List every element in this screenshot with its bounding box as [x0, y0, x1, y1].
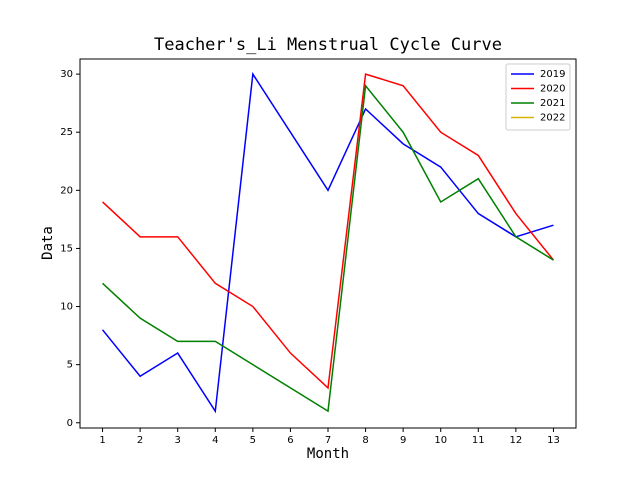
x-tick-label: 10 [434, 435, 447, 446]
x-tick-label: 13 [547, 435, 560, 446]
y-tick-label: 20 [60, 185, 73, 196]
x-axis-label: Month [307, 446, 349, 462]
x-tick-label: 5 [250, 435, 256, 446]
series-line [101, 71, 554, 414]
y-axis-label: Data [40, 226, 56, 260]
legend-label: 2020 [540, 84, 565, 95]
y-tick-label: 0 [67, 418, 73, 429]
x-tick-label: 11 [472, 435, 485, 446]
y-tick-label: 25 [60, 127, 73, 138]
series-line [102, 83, 554, 413]
legend-box [505, 63, 571, 131]
y-tick-label: 15 [60, 243, 73, 254]
y-tick-label: 30 [60, 69, 73, 80]
legend-label: 2019 [540, 69, 565, 80]
y-tick-label: 10 [60, 302, 73, 313]
x-tick-label: 8 [362, 435, 368, 446]
chart-title: Teacher's_Li Menstrual Cycle Curve [154, 35, 502, 55]
x-tick-label: 3 [175, 435, 181, 446]
series-line [102, 73, 555, 390]
legend-label: 2021 [540, 98, 565, 109]
x-tick-label: 9 [400, 435, 406, 446]
x-tick-label: 2 [137, 435, 143, 446]
x-tick-label: 1 [99, 435, 105, 446]
y-tick-label: 5 [67, 360, 73, 371]
x-tick-label: 7 [325, 435, 331, 446]
legend-label: 2022 [540, 113, 565, 124]
plot-frame [79, 58, 577, 429]
x-tick-label: 4 [212, 435, 218, 446]
x-tick-label: 6 [287, 435, 293, 446]
x-tick-label: 12 [510, 435, 523, 446]
